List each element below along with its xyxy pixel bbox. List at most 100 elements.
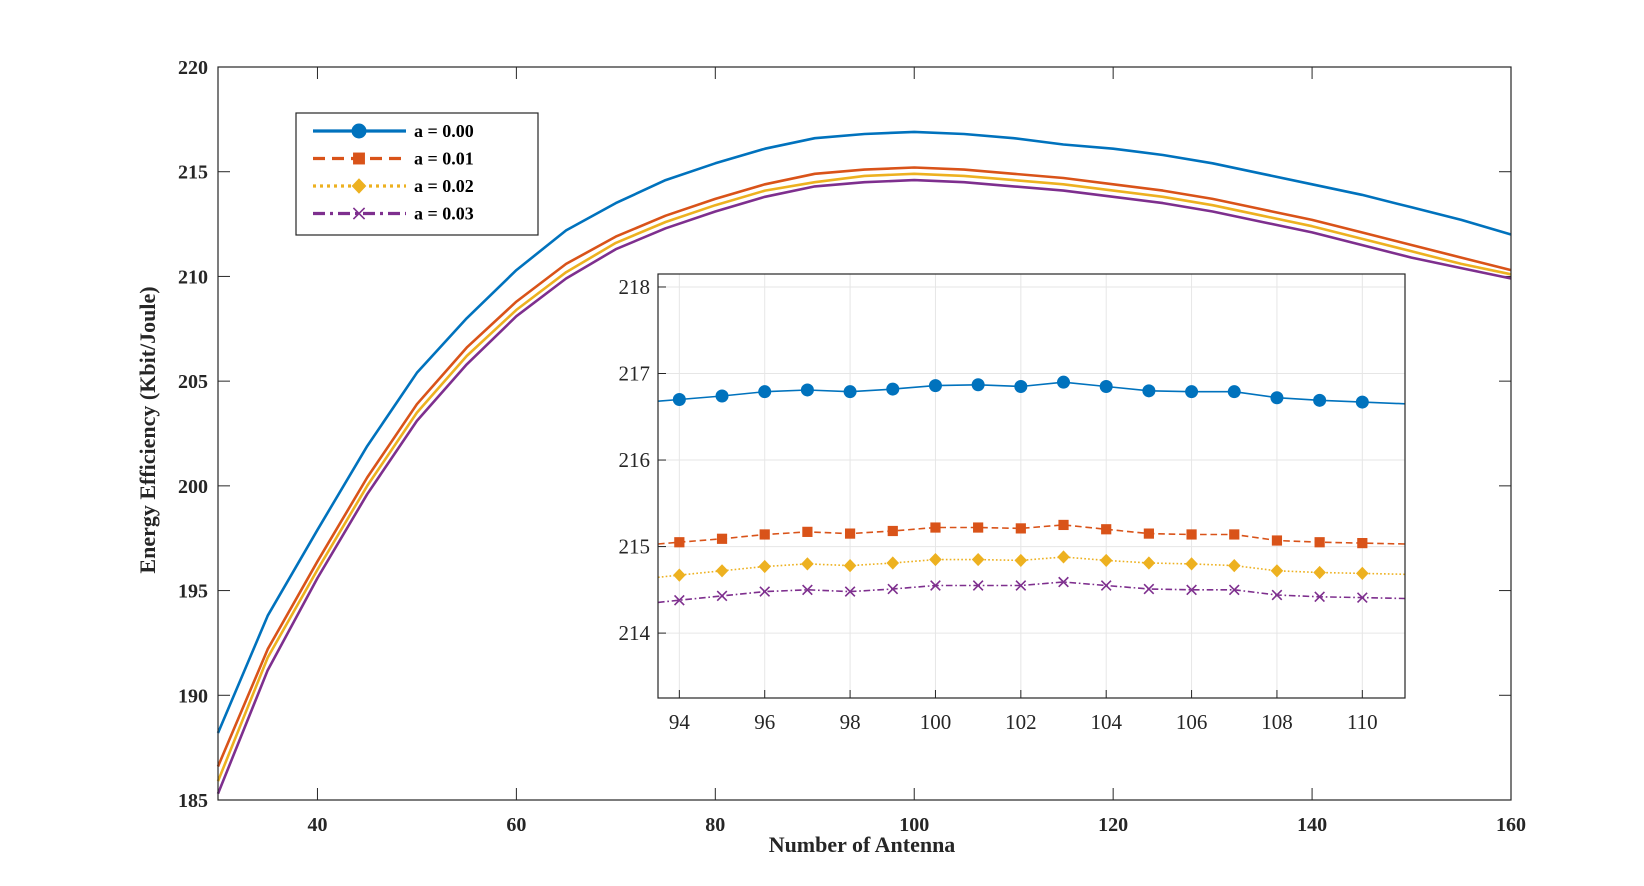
marker-diamond bbox=[843, 559, 857, 573]
marker-circle bbox=[843, 385, 857, 399]
x-axis-title: Number of Antenna bbox=[769, 832, 956, 857]
marker-square bbox=[844, 528, 856, 539]
legend-label: a = 0.02 bbox=[414, 176, 474, 196]
marker-x bbox=[844, 586, 856, 597]
inset-background bbox=[658, 274, 1405, 698]
marker-x bbox=[1356, 592, 1368, 603]
inset-frame bbox=[657, 273, 1406, 699]
inset-y-tick-label: 216 bbox=[619, 448, 651, 472]
marker-square bbox=[1314, 537, 1325, 548]
x-tick-label: 120 bbox=[1098, 814, 1128, 836]
y-tick-label: 195 bbox=[178, 581, 208, 603]
marker-square bbox=[973, 522, 984, 533]
inset-y-tick-label: 215 bbox=[619, 535, 651, 559]
y-tick-label: 185 bbox=[178, 790, 208, 812]
marker-diamond bbox=[1142, 556, 1156, 570]
marker-x bbox=[759, 586, 771, 597]
x-tick-label: 80 bbox=[705, 814, 725, 836]
inset-x-tick-label: 108 bbox=[1261, 710, 1293, 734]
marker-x bbox=[1058, 576, 1069, 588]
inset-y-tick-label: 217 bbox=[619, 362, 651, 386]
marker-square bbox=[674, 537, 685, 548]
marker-circle bbox=[672, 392, 686, 406]
marker-circle bbox=[1270, 391, 1284, 405]
marker-square bbox=[1058, 519, 1069, 531]
legend-entry: a = 0.02 bbox=[313, 176, 474, 196]
marker-circle bbox=[1313, 393, 1327, 407]
legend-label: a = 0.00 bbox=[414, 121, 474, 141]
legend: a = 0.00 a = 0.01 a = 0.02 a = 0.03 bbox=[295, 112, 539, 236]
marker-x bbox=[1100, 580, 1112, 591]
marker-x bbox=[352, 207, 366, 220]
y-tick-label: 190 bbox=[178, 685, 208, 707]
y-tick-label: 210 bbox=[178, 266, 208, 288]
x-tick-label: 40 bbox=[307, 814, 327, 836]
marker-diamond bbox=[1185, 557, 1198, 571]
series-line-003 bbox=[216, 178, 1512, 795]
y-tick-label: 215 bbox=[178, 162, 208, 184]
inset-series-001 bbox=[658, 519, 1405, 549]
marker-square bbox=[1015, 523, 1026, 534]
marker-circle bbox=[1099, 379, 1113, 393]
marker-circle bbox=[1355, 395, 1369, 409]
marker-diamond bbox=[801, 557, 814, 571]
y-tick-label: 200 bbox=[178, 476, 208, 498]
marker-square bbox=[716, 533, 728, 544]
inset-x-tick-label: 94 bbox=[669, 710, 691, 734]
marker-square bbox=[930, 522, 941, 533]
marker-square bbox=[1229, 529, 1240, 540]
marker-circle bbox=[1227, 385, 1241, 399]
marker-x bbox=[802, 584, 813, 596]
legend-box bbox=[295, 112, 539, 236]
inset-x-tick-label: 98 bbox=[840, 710, 861, 734]
marker-diamond bbox=[673, 568, 686, 582]
series-line-001 bbox=[216, 166, 1512, 768]
inset-x-tick-label: 96 bbox=[754, 710, 775, 734]
legend-label: a = 0.01 bbox=[414, 149, 474, 169]
main-plot: 40 60 80 100 120 140 160 185 190 195 200 205 210 215 2… bbox=[178, 57, 1526, 836]
inset-series-003 bbox=[658, 576, 1405, 606]
marker-square bbox=[1271, 535, 1283, 546]
marker-diamond bbox=[1057, 550, 1070, 564]
marker-square bbox=[1357, 538, 1368, 549]
marker-diamond bbox=[1014, 553, 1028, 568]
inset-x-tick-label: 100 bbox=[920, 710, 952, 734]
inset-y-tick-label: 214 bbox=[619, 621, 651, 645]
marker-x bbox=[1271, 589, 1283, 601]
legend-entry: a = 0.00 bbox=[313, 121, 474, 141]
series-line-000 bbox=[216, 130, 1512, 734]
inset-series-000 bbox=[658, 375, 1405, 409]
x-tick-label: 60 bbox=[506, 814, 526, 836]
marker-diamond bbox=[1270, 564, 1284, 578]
marker-diamond bbox=[1099, 553, 1113, 568]
inset-y-tick-label: 218 bbox=[619, 275, 651, 299]
marker-x bbox=[1015, 580, 1027, 591]
marker-x bbox=[887, 583, 899, 595]
inset-x-tick-label: 104 bbox=[1090, 710, 1122, 734]
marker-diamond bbox=[971, 552, 985, 567]
x-tick-label: 160 bbox=[1496, 814, 1526, 836]
x-tick-label: 140 bbox=[1297, 814, 1327, 836]
marker-x bbox=[1143, 583, 1155, 595]
x-tick-label: 100 bbox=[899, 814, 929, 836]
marker-diamond bbox=[886, 556, 900, 570]
inset-series-002 bbox=[658, 550, 1405, 582]
marker-diamond bbox=[715, 564, 729, 578]
marker-square bbox=[353, 152, 365, 165]
marker-circle bbox=[1185, 385, 1199, 399]
marker-circle bbox=[758, 385, 772, 399]
marker-circle bbox=[1142, 384, 1156, 398]
plot-frame bbox=[217, 66, 1512, 801]
marker-diamond bbox=[1313, 565, 1326, 580]
y-tick-label: 205 bbox=[178, 371, 208, 393]
y-tick-label: 220 bbox=[178, 57, 208, 79]
marker-circle bbox=[886, 382, 900, 396]
marker-diamond bbox=[351, 178, 367, 194]
marker-square bbox=[802, 526, 813, 537]
marker-square bbox=[759, 529, 770, 540]
series-line-002 bbox=[216, 172, 1512, 782]
marker-x bbox=[972, 580, 984, 591]
marker-circle bbox=[715, 389, 729, 403]
marker-diamond bbox=[1356, 566, 1369, 580]
inset-plot: 94 96 98 100 102 104 106 108 110 214 215 216 217 218 bbox=[619, 273, 1406, 734]
